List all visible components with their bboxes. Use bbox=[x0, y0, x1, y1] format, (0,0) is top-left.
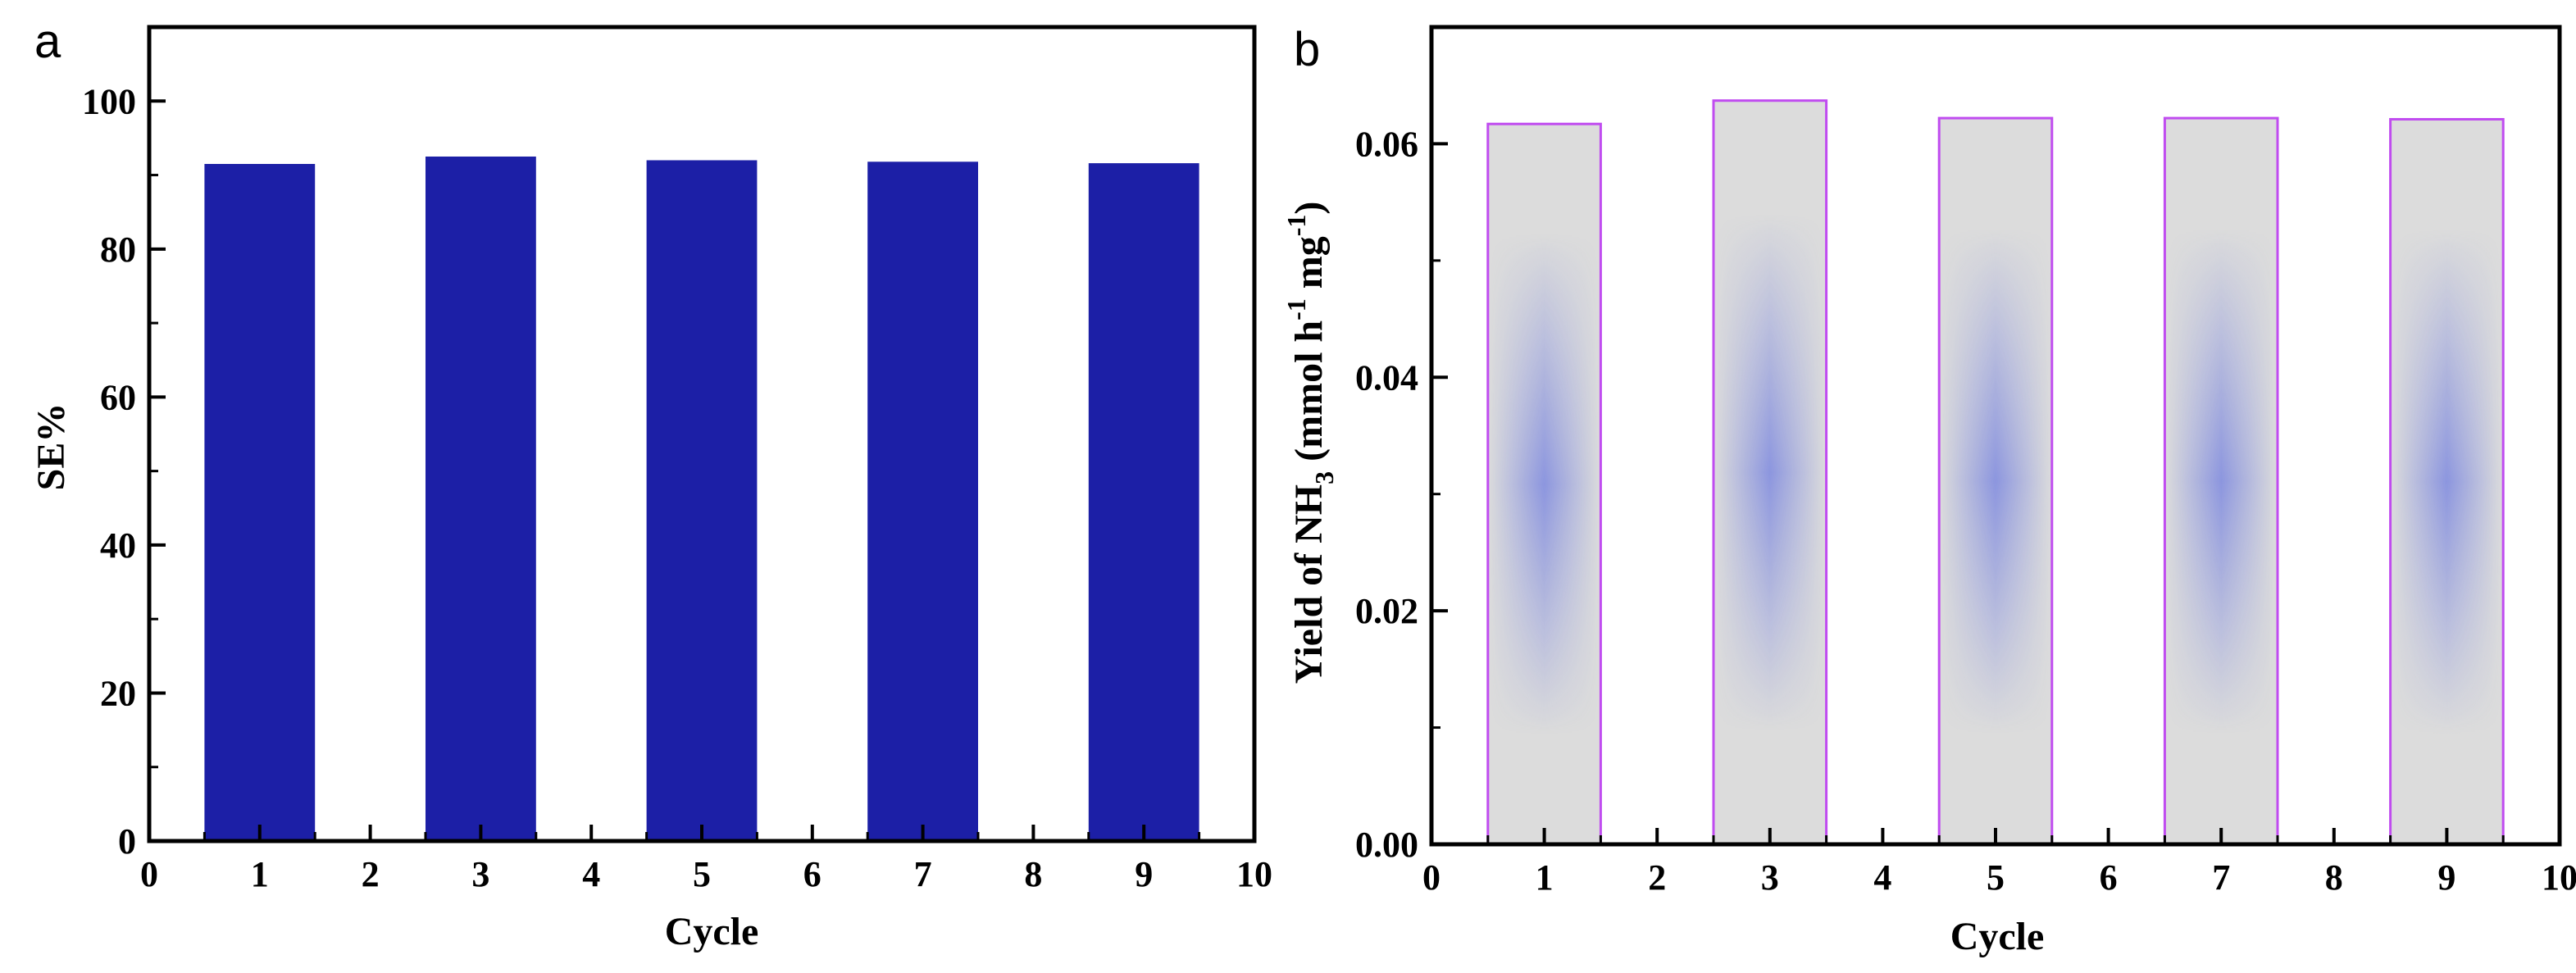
x-tick-label: 10 bbox=[2542, 857, 2576, 898]
bar bbox=[1937, 116, 2054, 846]
ylabel-sup1: -1 bbox=[1281, 298, 1311, 321]
y-tick-label: 0.06 bbox=[1355, 124, 1418, 164]
ylabel-sub: 3 bbox=[1309, 471, 1339, 484]
x-tick-label: 4 bbox=[1873, 857, 1891, 898]
panel-b-bars bbox=[1486, 99, 2505, 846]
x-tick-label: 5 bbox=[693, 854, 711, 894]
x-tick-label: 8 bbox=[1024, 854, 1042, 894]
ylabel-sup2: -1 bbox=[1281, 215, 1311, 237]
panel-a-y-axis-title: SE% bbox=[30, 403, 73, 491]
bar bbox=[646, 160, 758, 841]
bar-glow bbox=[2164, 118, 2278, 844]
panel-b-x-axis-title: Cycle bbox=[1950, 915, 2045, 958]
x-tick-label: 0 bbox=[1422, 857, 1440, 898]
x-tick-label: 2 bbox=[1648, 857, 1666, 898]
x-tick-label: 1 bbox=[1536, 857, 1554, 898]
y-tick-label: 80 bbox=[100, 230, 136, 270]
y-tick-label: 0.04 bbox=[1355, 357, 1418, 398]
bar-glow bbox=[1939, 118, 2052, 844]
x-tick-label: 2 bbox=[362, 854, 380, 894]
ylabel-prefix: Yield of NH bbox=[1287, 484, 1331, 684]
x-tick-label: 6 bbox=[803, 854, 821, 894]
panel-b-ticks: 0 1 2 3 4 5 6 7 8 9 10 0.00 0.02 0.04 0.06 bbox=[1355, 124, 2576, 898]
bar bbox=[2163, 116, 2279, 846]
x-tick-label: 5 bbox=[1987, 857, 2005, 898]
ylabel-suffix: ) bbox=[1287, 202, 1331, 215]
x-tick-label: 9 bbox=[2437, 857, 2455, 898]
panel-b: b 0 1 2 3 4 5 6 7 8 9 10 0.00 0.02 0.04 0.06 Cycle Yie… bbox=[1281, 23, 2576, 958]
ylabel-unit2: mg bbox=[1287, 236, 1331, 298]
x-tick-label: 3 bbox=[1761, 857, 1779, 898]
bar-glow bbox=[2390, 119, 2504, 845]
x-tick-label: 8 bbox=[2325, 857, 2343, 898]
x-tick-label: 6 bbox=[2100, 857, 2118, 898]
y-tick-label: 40 bbox=[100, 525, 136, 566]
bar bbox=[1486, 122, 1602, 846]
x-tick-label: 1 bbox=[251, 854, 269, 894]
panel-a-label: a bbox=[34, 15, 61, 68]
bar bbox=[204, 164, 316, 842]
panel-a-x-axis-title: Cycle bbox=[665, 910, 759, 953]
bar bbox=[1088, 163, 1199, 842]
bar-glow bbox=[1714, 100, 1827, 845]
x-tick-label: 10 bbox=[1236, 854, 1272, 894]
bar bbox=[426, 156, 536, 841]
bar bbox=[1712, 99, 1828, 846]
x-tick-label: 4 bbox=[582, 854, 600, 894]
x-tick-label: 0 bbox=[140, 854, 158, 894]
x-tick-label: 3 bbox=[471, 854, 489, 894]
panel-a-bars bbox=[204, 156, 1199, 842]
x-tick-label: 7 bbox=[914, 854, 932, 894]
panel-b-y-axis-title: Yield of NH3 (mmol h-1 mg-1) bbox=[1281, 202, 1339, 684]
y-tick-label: 0.02 bbox=[1355, 591, 1418, 631]
bar-glow bbox=[1487, 124, 1601, 845]
bar bbox=[2389, 118, 2505, 846]
ylabel-middle: (mmol h bbox=[1287, 321, 1331, 471]
bar bbox=[867, 161, 978, 841]
y-tick-label: 0 bbox=[118, 821, 136, 862]
panel-b-label: b bbox=[1294, 23, 1320, 76]
y-tick-label: 20 bbox=[100, 673, 136, 713]
x-tick-label: 7 bbox=[2212, 857, 2230, 898]
x-tick-label: 9 bbox=[1135, 854, 1153, 894]
y-tick-label: 0.00 bbox=[1355, 825, 1418, 865]
y-tick-label: 60 bbox=[100, 377, 136, 417]
y-tick-label: 100 bbox=[82, 81, 136, 121]
